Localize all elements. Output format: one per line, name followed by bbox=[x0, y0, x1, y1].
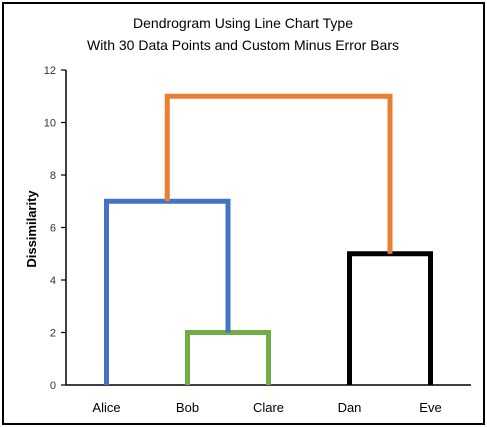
chart-title-line-2: With 30 Data Points and Custom Minus Err… bbox=[87, 37, 399, 53]
x-category-label: Bob bbox=[176, 400, 199, 415]
y-tick-label: 10 bbox=[44, 118, 56, 130]
chart-title: Dendrogram Using Line Chart Type With 30… bbox=[87, 15, 399, 53]
dendrogram-links bbox=[104, 93, 433, 385]
x-category-label: Dan bbox=[338, 400, 362, 415]
y-tick-label: 4 bbox=[50, 275, 56, 287]
dendrogram-link-orange bbox=[164, 93, 393, 254]
x-category-label: Alice bbox=[92, 400, 120, 415]
y-tick-label: 0 bbox=[50, 380, 56, 392]
y-tick-label: 12 bbox=[44, 65, 56, 77]
chart-title-line-1: Dendrogram Using Line Chart Type bbox=[133, 15, 353, 31]
y-ticks: 0 2 4 6 8 10 12 bbox=[44, 65, 66, 392]
x-category-label: Eve bbox=[419, 400, 441, 415]
x-categories: Alice Bob Clare Dan Eve bbox=[92, 400, 441, 415]
y-tick-label: 6 bbox=[50, 223, 56, 235]
y-tick-label: 8 bbox=[50, 170, 56, 182]
x-category-label: Clare bbox=[253, 400, 284, 415]
y-axis-label: Dissimilarity bbox=[24, 190, 39, 268]
y-tick-label: 2 bbox=[50, 328, 56, 340]
